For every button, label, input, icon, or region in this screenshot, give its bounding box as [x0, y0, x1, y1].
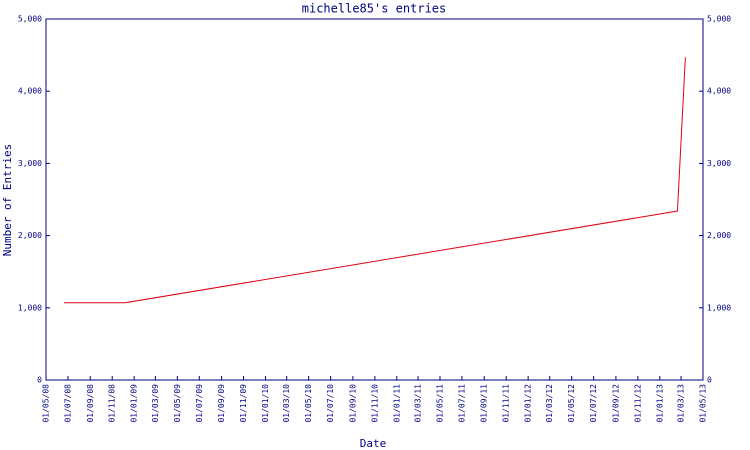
x-tick-label: 01/09/10	[348, 384, 357, 423]
x-tick-label: 01/05/10	[304, 384, 313, 423]
y2-tick-label: 3,000	[707, 159, 731, 168]
x-tick-label: 01/09/12	[611, 384, 620, 423]
x-tick-label: 01/11/11	[502, 384, 511, 423]
x-tick-label: 01/07/10	[326, 384, 335, 423]
y-tick-label: 3,000	[18, 159, 42, 168]
x-tick-label: 01/01/10	[261, 384, 270, 423]
y2-tick-label: 0	[707, 376, 712, 385]
x-tick-label: 01/01/11	[392, 384, 401, 423]
plot-frame	[45, 18, 704, 381]
y2-tick-label: 1,000	[707, 303, 731, 312]
y-axis-label: Number of Entries	[1, 144, 14, 257]
x-tick-label: 01/03/13	[677, 384, 686, 423]
y-tick-label: 0	[37, 376, 42, 385]
x-tick-label: 01/05/08	[42, 384, 51, 423]
x-tick-label: 01/07/09	[195, 384, 204, 423]
x-tick-label: 01/05/13	[699, 384, 708, 423]
x-tick-label: 01/07/12	[589, 384, 598, 423]
x-tick-label: 01/11/10	[370, 384, 379, 423]
x-tick-label: 01/11/12	[633, 384, 642, 423]
x-tick-label: 01/01/13	[655, 384, 664, 423]
y-tick-label: 4,000	[18, 87, 42, 96]
x-tick-label: 01/05/09	[173, 384, 182, 423]
x-tick-label: 01/07/08	[63, 384, 72, 423]
x-tick-label: 01/03/11	[414, 384, 423, 423]
x-tick-label: 01/09/09	[217, 384, 226, 423]
x-tick-label: 01/03/09	[151, 384, 160, 423]
data-line	[63, 57, 686, 304]
x-tick-label: 01/09/08	[86, 384, 95, 423]
x-tick-label: 01/05/11	[435, 384, 444, 423]
y2-tick-label: 2,000	[707, 231, 731, 240]
x-axis-label: Date	[360, 437, 387, 450]
y2-tick-label: 4,000	[707, 87, 731, 96]
x-tick-label: 01/11/09	[239, 384, 248, 423]
x-tick-label: 01/05/12	[567, 384, 576, 423]
y-tick-label: 1,000	[18, 303, 42, 312]
chart-title: michelle85's entries	[302, 2, 447, 16]
x-tick-label: 01/09/11	[480, 384, 489, 423]
x-tick-label: 01/01/12	[524, 384, 533, 423]
y-tick-label: 5,000	[18, 15, 42, 24]
x-tick-label: 01/01/09	[130, 384, 139, 423]
y-tick-label: 2,000	[18, 231, 42, 240]
x-tick-label: 01/03/12	[545, 384, 554, 423]
x-tick-label: 01/03/10	[282, 384, 291, 423]
x-tick-label: 01/07/11	[457, 384, 466, 423]
y2-tick-label: 5,000	[707, 15, 731, 24]
x-tick-label: 01/11/08	[108, 384, 117, 423]
